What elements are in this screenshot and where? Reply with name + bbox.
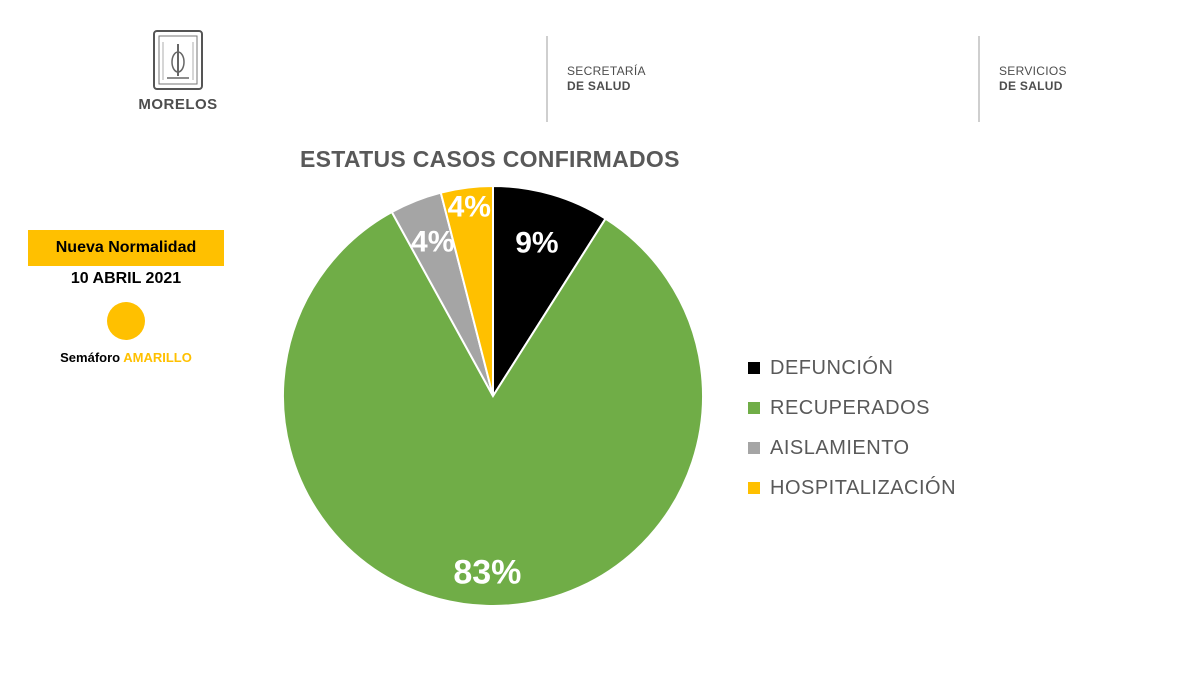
semaforo-label: Semáforo (60, 350, 121, 365)
pie-slice-recuperados (282, 210, 704, 607)
legend-item: HOSPITALIZACIÓN (748, 468, 956, 508)
legend-label: DEFUNCIÓN (770, 356, 894, 379)
state-seal-icon (153, 30, 203, 90)
pie-data-label: 83% (453, 553, 521, 591)
agency-secretaria: SECRETARÍA DE SALUD (567, 64, 646, 94)
legend-swatch (748, 482, 760, 494)
legend-swatch (748, 442, 760, 454)
morelos-logo: MORELOS (128, 30, 228, 113)
chart-legend: DEFUNCIÓN RECUPERADOS AISLAMIENTO HOSPITALI… (748, 348, 956, 508)
logo-text: MORELOS (138, 96, 218, 113)
agency-line2: DE SALUD (999, 79, 1063, 93)
agency-line1: SECRETARÍA (567, 64, 646, 78)
status-panel: Nueva Normalidad 10 ABRIL 2021 Semáforo … (28, 230, 224, 365)
legend-label: RECUPERADOS (770, 396, 930, 419)
header-divider (546, 36, 548, 122)
pie-slice-hospitalización (439, 184, 494, 397)
legend-item: AISLAMIENTO (748, 428, 956, 468)
pie-data-label: 9% (515, 227, 558, 260)
legend-label: AISLAMIENTO (770, 436, 910, 459)
pie-slice-defunción (492, 184, 607, 400)
legend-label: HOSPITALIZACIÓN (770, 476, 957, 499)
pie-data-label: 4% (411, 226, 454, 259)
legend-swatch (748, 402, 760, 414)
pie-data-label: 4% (448, 190, 491, 223)
legend-item: DEFUNCIÓN (748, 348, 956, 388)
semaforo-color-name: AMARILLO (123, 350, 192, 365)
agency-line2: DE SALUD (567, 79, 631, 93)
phase-label: Nueva Normalidad (28, 230, 224, 266)
legend-swatch (748, 362, 760, 374)
semaforo-dot (107, 302, 145, 340)
agency-line1: SERVICIOS (999, 64, 1067, 78)
semaforo-text: Semáforo AMARILLO (28, 350, 224, 365)
header-divider (978, 36, 980, 122)
legend-item: RECUPERADOS (748, 388, 956, 428)
chart-title: ESTATUS CASOS CONFIRMADOS (300, 146, 680, 172)
agency-servicios: SERVICIOS DE SALUD (999, 64, 1067, 94)
phase-date: 10 ABRIL 2021 (70, 270, 182, 287)
